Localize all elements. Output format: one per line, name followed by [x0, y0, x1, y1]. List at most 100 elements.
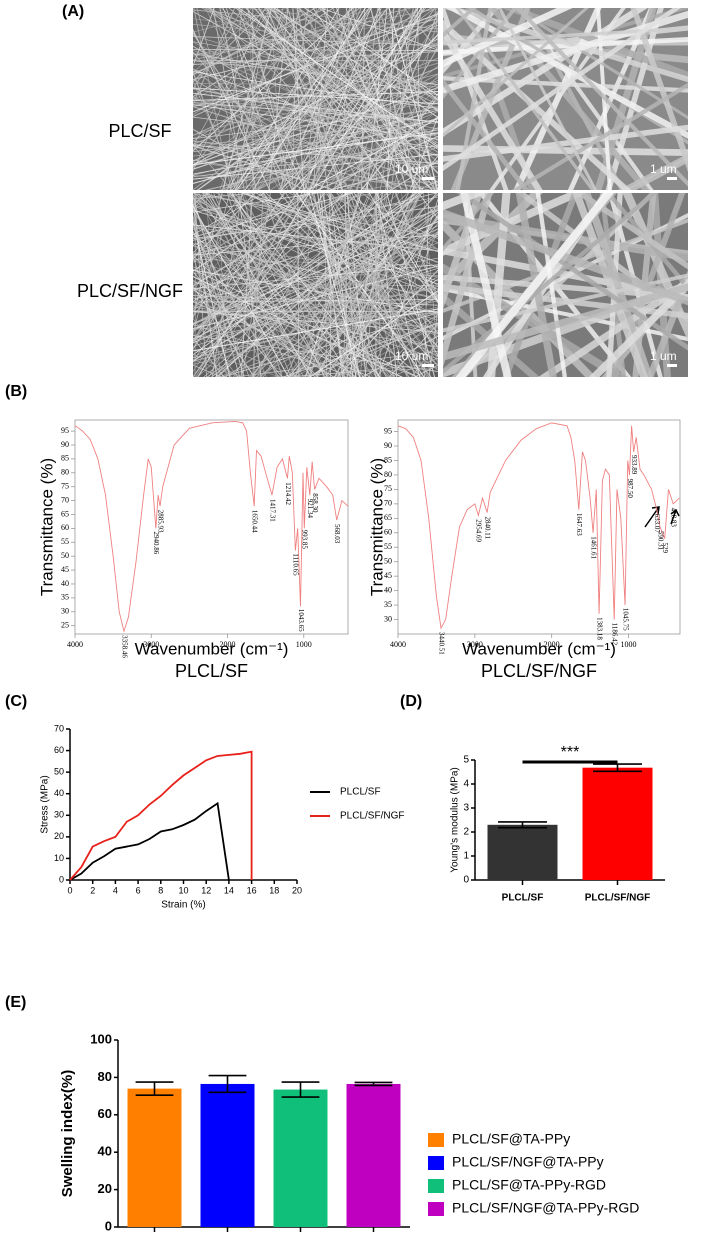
- y-tick-label: 90: [61, 440, 69, 449]
- x-tick-label: 1000: [296, 640, 312, 649]
- fiber: [206, 211, 438, 377]
- fiber: [193, 301, 372, 377]
- fiber: [443, 274, 688, 301]
- scale-bar: [422, 177, 434, 180]
- fiber: [193, 264, 438, 289]
- y-tick-label: 55: [384, 542, 392, 551]
- fiber: [443, 193, 495, 252]
- chart: 95 90 85 80 75 70 65 60 55 50 45 40 35 30 Transmittanc…: [367, 419, 681, 681]
- fiber: [193, 80, 438, 165]
- fiber: [374, 193, 421, 377]
- fiber: [446, 8, 688, 139]
- fiber: [193, 270, 283, 377]
- fiber: [193, 82, 438, 87]
- fiber: [193, 205, 438, 296]
- fiber: [193, 193, 362, 311]
- fiber: [377, 193, 398, 377]
- fiber: [319, 8, 438, 51]
- row-label: PLC/SF/NGF: [77, 281, 183, 301]
- fiber: [193, 161, 438, 190]
- fiber: [385, 8, 423, 190]
- fiber: [312, 8, 355, 190]
- x-tick-label: 16: [247, 885, 257, 895]
- fiber: [193, 265, 438, 330]
- fiber: [193, 109, 438, 184]
- fiber: [332, 8, 418, 190]
- fiber: [321, 193, 438, 244]
- fiber: [409, 115, 438, 190]
- chart: 0 20 40 60 80 100 Swelling index(%) PLCL/SF@TA-…: [59, 1031, 639, 1233]
- fiber: [355, 193, 378, 377]
- fiber: [333, 215, 438, 377]
- fiber: [355, 46, 438, 190]
- fiber: [375, 193, 438, 302]
- fiber: [305, 8, 374, 190]
- fiber: [193, 296, 348, 377]
- fiber: [364, 11, 438, 190]
- fiber: [210, 8, 289, 190]
- x-tick-label: 8: [158, 885, 163, 895]
- peak-label: 590.31: [656, 531, 664, 551]
- fiber: [193, 28, 271, 190]
- fiber: [193, 228, 438, 344]
- peak-label: 418.83: [670, 508, 678, 528]
- fiber: [236, 10, 438, 190]
- sem-image: 1 um: [443, 8, 688, 190]
- fiber: [193, 145, 336, 190]
- scale-bar: [667, 364, 677, 367]
- fiber: [193, 260, 438, 336]
- fiber: [303, 8, 438, 96]
- fiber: [443, 283, 688, 319]
- fiber: [193, 286, 438, 342]
- fiber: [375, 193, 382, 377]
- fiber: [193, 193, 260, 200]
- fiber: [288, 278, 438, 377]
- scale-bar-label: 10 um: [395, 349, 428, 363]
- row-label: PLC/SF: [108, 121, 171, 141]
- fiber: [306, 117, 438, 190]
- fiber: [193, 245, 438, 299]
- fiber: [229, 8, 396, 190]
- fiber: [217, 193, 408, 377]
- y-tick-label: 60: [54, 745, 64, 755]
- legend-label: PLCL/SF@TA-PPy-RGD: [452, 1177, 606, 1193]
- y-tick-label: 2: [463, 827, 469, 838]
- fiber: [368, 230, 438, 377]
- fiber: [193, 116, 438, 148]
- fiber: [193, 268, 331, 377]
- y-axis-label: Young's modulus (MPa): [450, 767, 461, 872]
- fiber: [213, 193, 292, 377]
- fiber: [482, 193, 610, 377]
- fiber: [298, 8, 423, 190]
- peak-label: 529: [661, 543, 669, 554]
- fiber: [266, 8, 344, 190]
- x-tick-label: 2000: [544, 640, 560, 649]
- peak-label: 1045.75: [621, 608, 629, 631]
- fibers: [193, 8, 438, 190]
- fiber: [193, 101, 438, 134]
- fiber: [193, 281, 438, 360]
- fiber: [515, 193, 557, 377]
- fiber: [588, 279, 688, 377]
- fiber: [261, 218, 438, 377]
- y-axis-label: Swelling index(%): [59, 1070, 76, 1198]
- fiber: [193, 273, 438, 276]
- fiber: [319, 8, 425, 190]
- fiber: [353, 193, 438, 304]
- fiber: [193, 233, 356, 377]
- fiber: [193, 205, 289, 377]
- y-axis-label: Transmittance (%): [367, 458, 386, 596]
- arrow-head: [651, 506, 660, 515]
- fiber: [443, 8, 688, 83]
- fiber: [211, 193, 243, 377]
- fiber: [342, 146, 438, 190]
- x-tick-label: 10: [178, 885, 188, 895]
- x-tick-label: 2: [90, 885, 95, 895]
- bar: [487, 824, 558, 880]
- y-tick-label: 95: [384, 426, 392, 435]
- x-axis-label: Wavenumber (cm⁻¹): [135, 639, 289, 658]
- fiber: [193, 193, 321, 213]
- fiber: [193, 106, 438, 167]
- y-tick-label: 55: [61, 537, 69, 546]
